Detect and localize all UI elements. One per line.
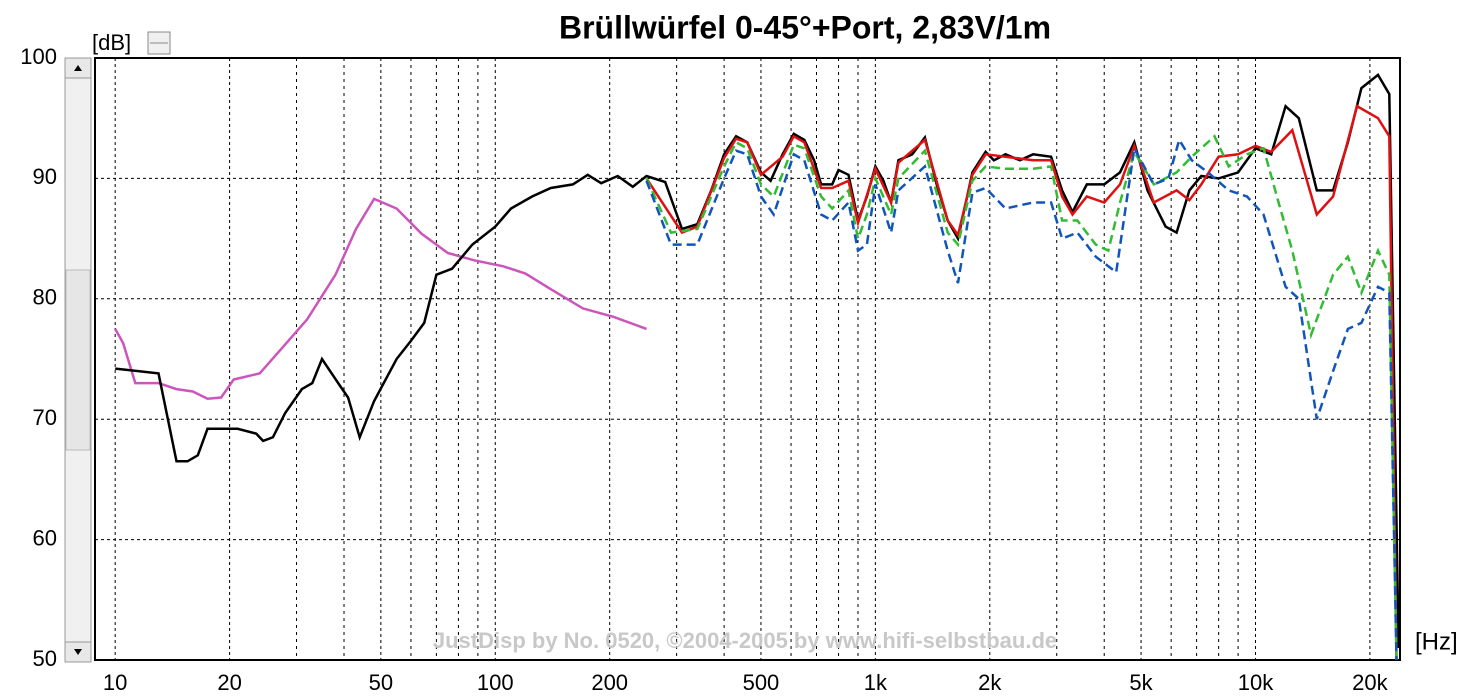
plot-frame (94, 57, 1401, 661)
y-tick-label: 80 (33, 285, 57, 310)
arrow-down (74, 649, 82, 655)
y-tick-label: 90 (33, 164, 57, 189)
x-tick-label: 200 (591, 670, 628, 695)
x-axis-label: [Hz] (1415, 628, 1458, 655)
x-tick-label: 10 (103, 670, 127, 695)
series-line (115, 73, 1400, 649)
spinner[interactable] (147, 31, 171, 55)
x-tick-label: 50 (369, 670, 393, 695)
y-tick-label: 50 (33, 646, 57, 671)
series-line (114, 197, 647, 400)
x-tick-label: 5k (1129, 670, 1153, 695)
chart-title: Brüllwürfel 0-45°+Port, 2,83V/1m (559, 9, 1051, 45)
y-tick-label: 60 (33, 525, 57, 550)
y-tick-label: 100 (20, 44, 57, 69)
x-tick-label: 20 (217, 670, 241, 695)
scroll-thumb[interactable] (65, 269, 91, 451)
x-tick-label: 10k (1238, 670, 1274, 695)
y-tick-label: 70 (33, 405, 57, 430)
x-tick-label: 20k (1352, 670, 1388, 695)
x-tick-label: 100 (477, 670, 514, 695)
arrow-up (74, 65, 82, 71)
watermark: JustDisp by No. 0520, ©2004-2005 by www.… (433, 628, 1057, 653)
x-tick-label: 1k (864, 670, 888, 695)
scrollbar[interactable] (64, 57, 92, 663)
x-tick-label: 500 (743, 670, 780, 695)
series-line (645, 136, 1398, 661)
x-tick-label: 2k (978, 670, 1002, 695)
y-axis-label: [dB] (92, 30, 131, 55)
series-line (645, 134, 1398, 661)
